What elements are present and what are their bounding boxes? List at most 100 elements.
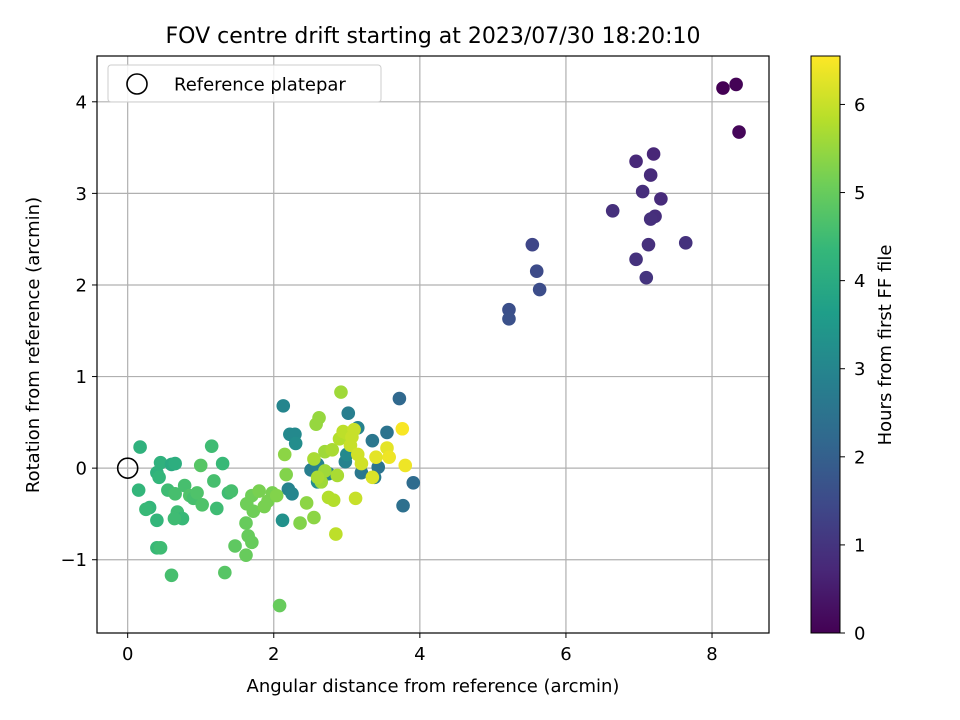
scatter-point	[272, 598, 287, 613]
x-tick-label: 4	[414, 644, 425, 665]
scatter-point	[252, 484, 266, 498]
x-tick-label: 6	[560, 644, 571, 665]
scatter-point	[139, 502, 153, 517]
scatter-point	[275, 513, 290, 528]
scatter-point	[716, 81, 730, 95]
scatter-point	[395, 421, 410, 436]
scatter-point	[276, 399, 291, 413]
x-axis-ticks: 0 2 4 6 8	[122, 633, 718, 665]
colorbar-ticks: 0 1 2 3 4 5 6	[840, 95, 865, 645]
scatter-point	[382, 450, 396, 464]
legend-label: Reference platepar	[174, 75, 346, 96]
scatter-point	[150, 513, 164, 528]
scatter-point	[380, 425, 394, 440]
scatter-point	[529, 264, 544, 279]
scatter-point	[239, 548, 253, 562]
y-tick-label: 4	[76, 92, 87, 113]
scatter-point	[325, 443, 340, 457]
scatter-point	[605, 203, 620, 218]
scatter-point	[341, 406, 356, 420]
colorbar: 0 1 2 3 4 5 6 Hours from first FF file	[810, 55, 896, 645]
scatter-point	[204, 439, 219, 453]
scatter-point	[218, 565, 232, 580]
scatter-point	[326, 493, 341, 507]
scatter-point	[190, 486, 204, 500]
scatter-point	[209, 501, 224, 516]
y-tick-label: 1	[76, 367, 87, 388]
scatter-point	[195, 497, 209, 512]
scatter-point	[354, 456, 369, 471]
scatter-point	[152, 470, 166, 485]
scatter-point	[288, 436, 303, 451]
scatter-point	[164, 568, 179, 583]
scatter-point	[312, 410, 326, 425]
x-tick-label: 0	[122, 644, 133, 665]
y-tick-label: −1	[60, 550, 87, 571]
scatter-point	[168, 486, 182, 501]
x-tick-label: 8	[706, 644, 717, 665]
scatter-point	[307, 452, 321, 466]
scatter-point	[239, 516, 253, 530]
scatter-point	[177, 478, 192, 493]
scatter-point	[330, 468, 345, 483]
scatter-point	[277, 447, 292, 462]
scatter-point	[334, 385, 348, 399]
scatter-point	[307, 510, 321, 525]
scatter-point	[133, 440, 147, 454]
legend-box	[107, 64, 382, 103]
y-tick-label: 2	[76, 275, 87, 296]
scatter-point	[167, 511, 182, 526]
scatter-point	[639, 270, 654, 285]
scatter-point	[285, 486, 299, 501]
scatter-point	[131, 483, 146, 497]
scatter-point	[153, 455, 168, 470]
scatter-point	[643, 168, 658, 182]
scatter-point	[245, 535, 259, 550]
colorbar-tick-label: 4	[854, 271, 865, 292]
scatter-point	[532, 282, 547, 297]
legend: Reference platepar	[107, 64, 382, 103]
scatter-point	[293, 516, 307, 530]
scatter-point	[365, 433, 380, 448]
scatter-point	[392, 391, 407, 406]
scatter-point	[168, 456, 182, 471]
reference-platepar-marker	[116, 457, 139, 479]
colorbar-tick-label: 6	[854, 95, 865, 116]
colorbar-tick-label: 5	[854, 183, 865, 204]
scatter-point	[396, 498, 410, 513]
scatter-point	[207, 474, 221, 488]
grid	[97, 56, 769, 633]
plot-frame	[96, 55, 770, 634]
scatter-point	[729, 77, 743, 92]
scatter-point	[329, 527, 343, 541]
scatter-points	[131, 77, 746, 613]
scatter-point	[246, 504, 261, 518]
scatter-point	[269, 488, 284, 503]
scatter-point	[732, 125, 746, 139]
y-axis-label: Rotation from reference (arcmin)	[23, 197, 44, 493]
scatter-point	[525, 237, 540, 252]
scatter-point	[279, 467, 293, 482]
colorbar-tick-label: 3	[854, 359, 865, 380]
y-tick-label: 3	[76, 184, 87, 205]
scatter-point	[406, 475, 421, 490]
scatter-point	[224, 484, 239, 498]
colorbar-tick-label: 2	[854, 447, 865, 468]
scatter-point	[228, 539, 242, 553]
legend-marker	[126, 73, 148, 95]
scatter-point	[299, 496, 314, 510]
scatter-point	[369, 450, 383, 464]
scatter-point	[654, 192, 668, 206]
scatter-point	[153, 541, 168, 555]
colorbar-label: Hours from first FF file	[875, 245, 896, 446]
scatter-point	[310, 470, 325, 485]
scatter-point	[215, 456, 230, 471]
scatter-point	[348, 491, 363, 506]
scatter-point	[398, 458, 413, 473]
scatter-point	[643, 212, 658, 226]
plot-area: 0 2 4 6 8 −1 0 1 2 3 4 Reference platepar	[60, 55, 770, 665]
scatter-point	[646, 147, 661, 161]
scatter-point	[347, 422, 361, 437]
chart-title: FOV centre drift starting at 2023/07/30 …	[166, 24, 701, 49]
